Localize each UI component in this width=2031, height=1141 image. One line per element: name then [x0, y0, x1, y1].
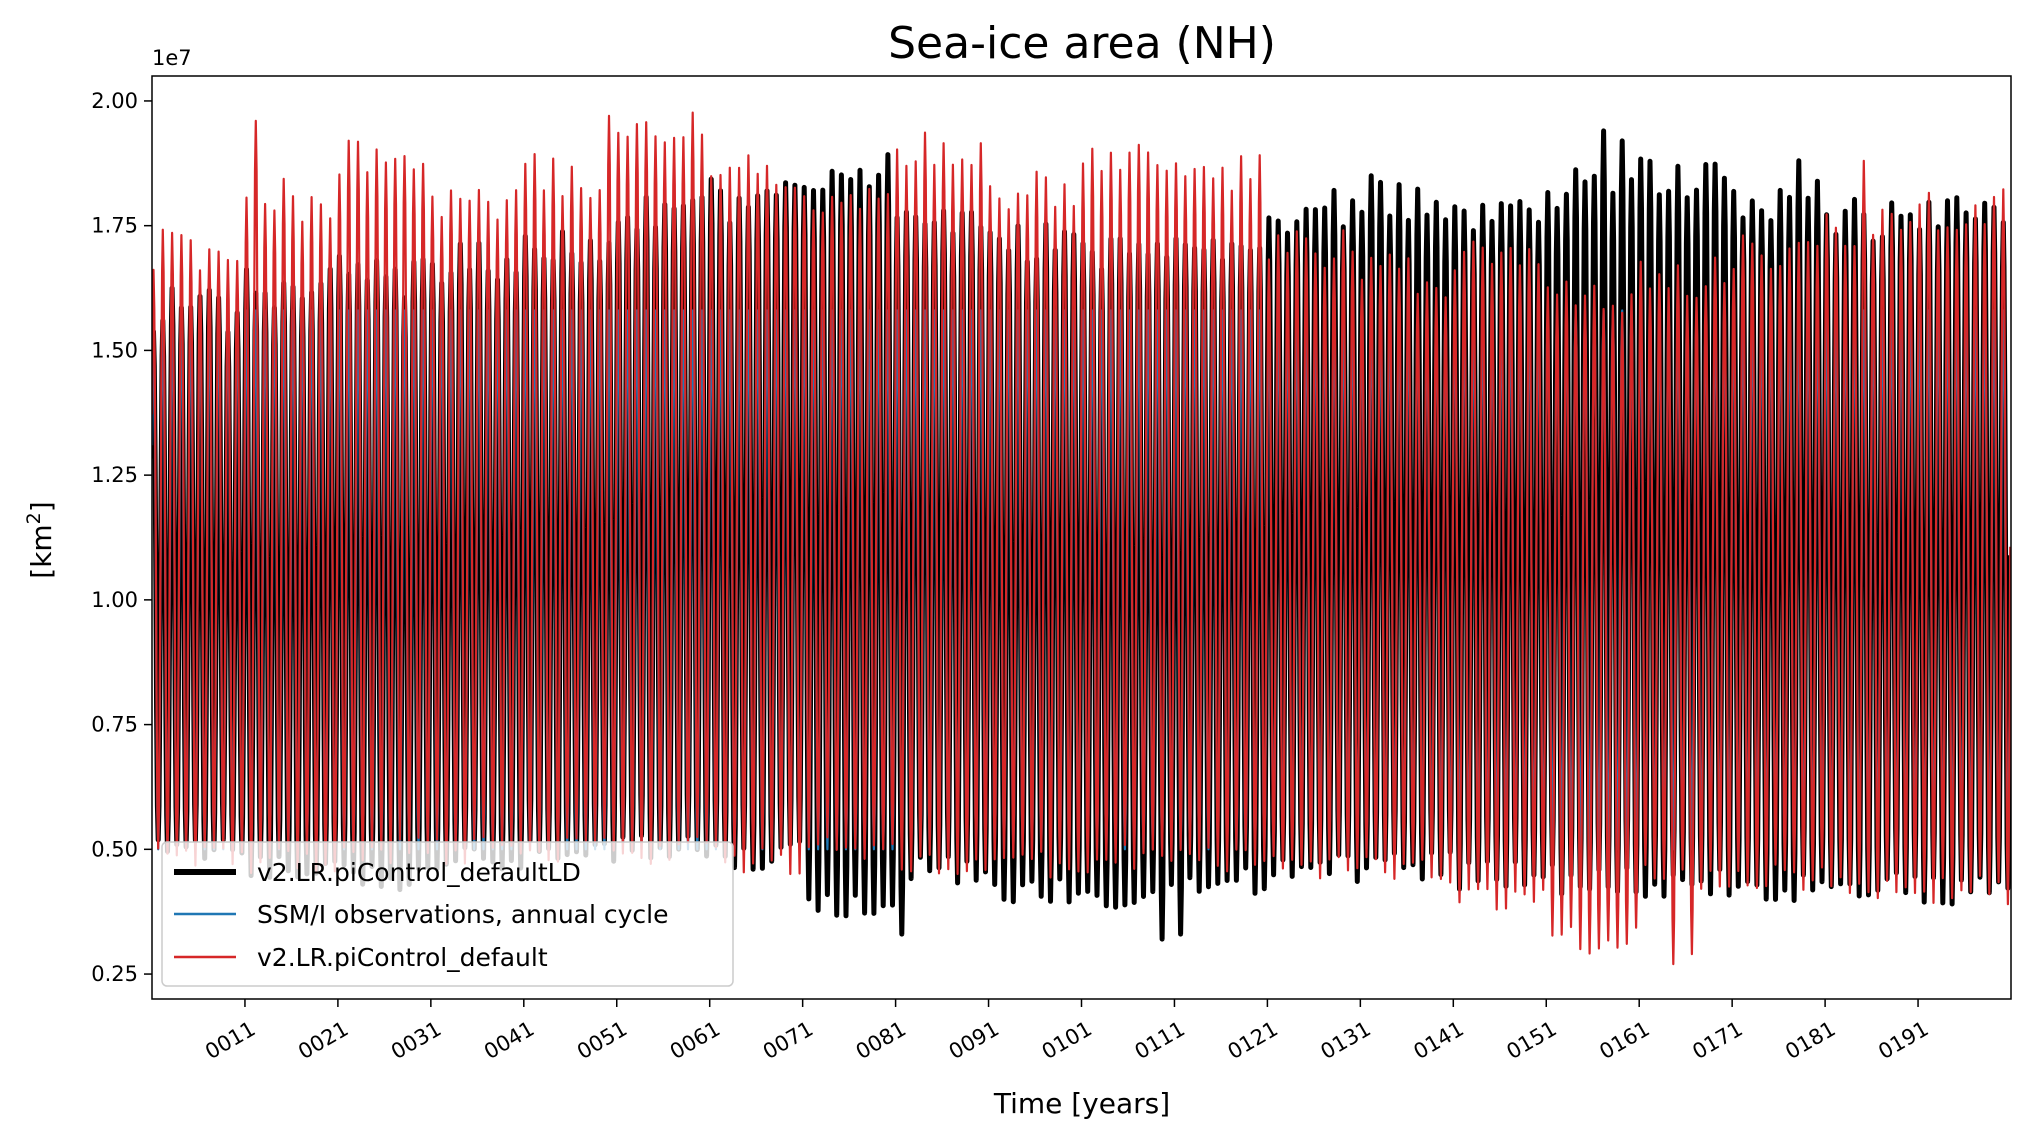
legend-label-picontrol-defaultld: v2.LR.piControl_defaultLD: [257, 858, 581, 887]
y-tick-label: 1.00: [91, 588, 138, 612]
y-axis-label: [km2]: [23, 501, 58, 578]
series-line-2: [152, 111, 2011, 966]
y-tick-label: 2.00: [91, 89, 138, 113]
y-axis-label-main: [km: [25, 524, 58, 578]
y-axis-ticks: 0.25 0.50 0.75 1.00 1.25 1.50 1.75 2.00: [91, 89, 152, 986]
y-tick-label: 1.75: [91, 214, 138, 238]
y-axis-label-sup: 2: [23, 512, 45, 524]
y-tick-label: 1.50: [91, 338, 138, 362]
legend-label-ssmi-observations: SSM/I observations, annual cycle: [257, 900, 669, 929]
legend-label-picontrol-default: v2.LR.piControl_default: [257, 943, 548, 972]
series-layer: [152, 111, 2011, 966]
y-tick-label: 0.50: [91, 837, 138, 861]
legend-box: [161, 841, 734, 987]
y-axis-label-close: ]: [25, 501, 58, 512]
chart-title: Sea-ice area (NH): [888, 18, 1276, 69]
legend: v2.LR.piControl_defaultLD SSM/I observat…: [161, 841, 734, 987]
y-offset-label: 1e7: [152, 46, 192, 70]
y-tick-label: 0.75: [91, 713, 138, 737]
y-tick-label: 0.25: [91, 962, 138, 986]
y-tick-label: 1.25: [91, 463, 138, 487]
x-axis-label: Time [years]: [993, 1087, 1170, 1120]
